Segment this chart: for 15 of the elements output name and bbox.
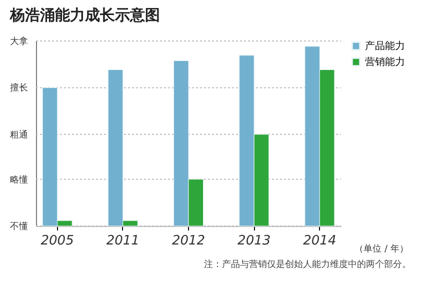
ref-line-label: 擅长 <box>10 82 28 94</box>
x-tick-label: 2012 <box>172 234 206 248</box>
legend-label: 产品能力 <box>365 40 405 52</box>
x-axis-title: （单位 / 年） <box>354 244 408 254</box>
legend-label: 营销能力 <box>365 56 405 68</box>
ref-line-label: 不懂 <box>10 221 28 232</box>
chart-title: 杨浩涌能力成长示意图 <box>9 6 160 24</box>
ref-line-label: 粗通 <box>10 129 28 140</box>
x-tick-label: 2011 <box>106 234 140 248</box>
x-tick-label: 2013 <box>238 234 271 248</box>
x-tick-label: 2005 <box>40 234 74 248</box>
ref-line-label: 大拿 <box>10 36 28 47</box>
ref-line-label: 略懂 <box>10 174 28 186</box>
text: 注：产品与营销仅是创始人能力维度中的两个部分。 <box>204 259 411 270</box>
x-tick-label: 2014 <box>303 234 336 248</box>
